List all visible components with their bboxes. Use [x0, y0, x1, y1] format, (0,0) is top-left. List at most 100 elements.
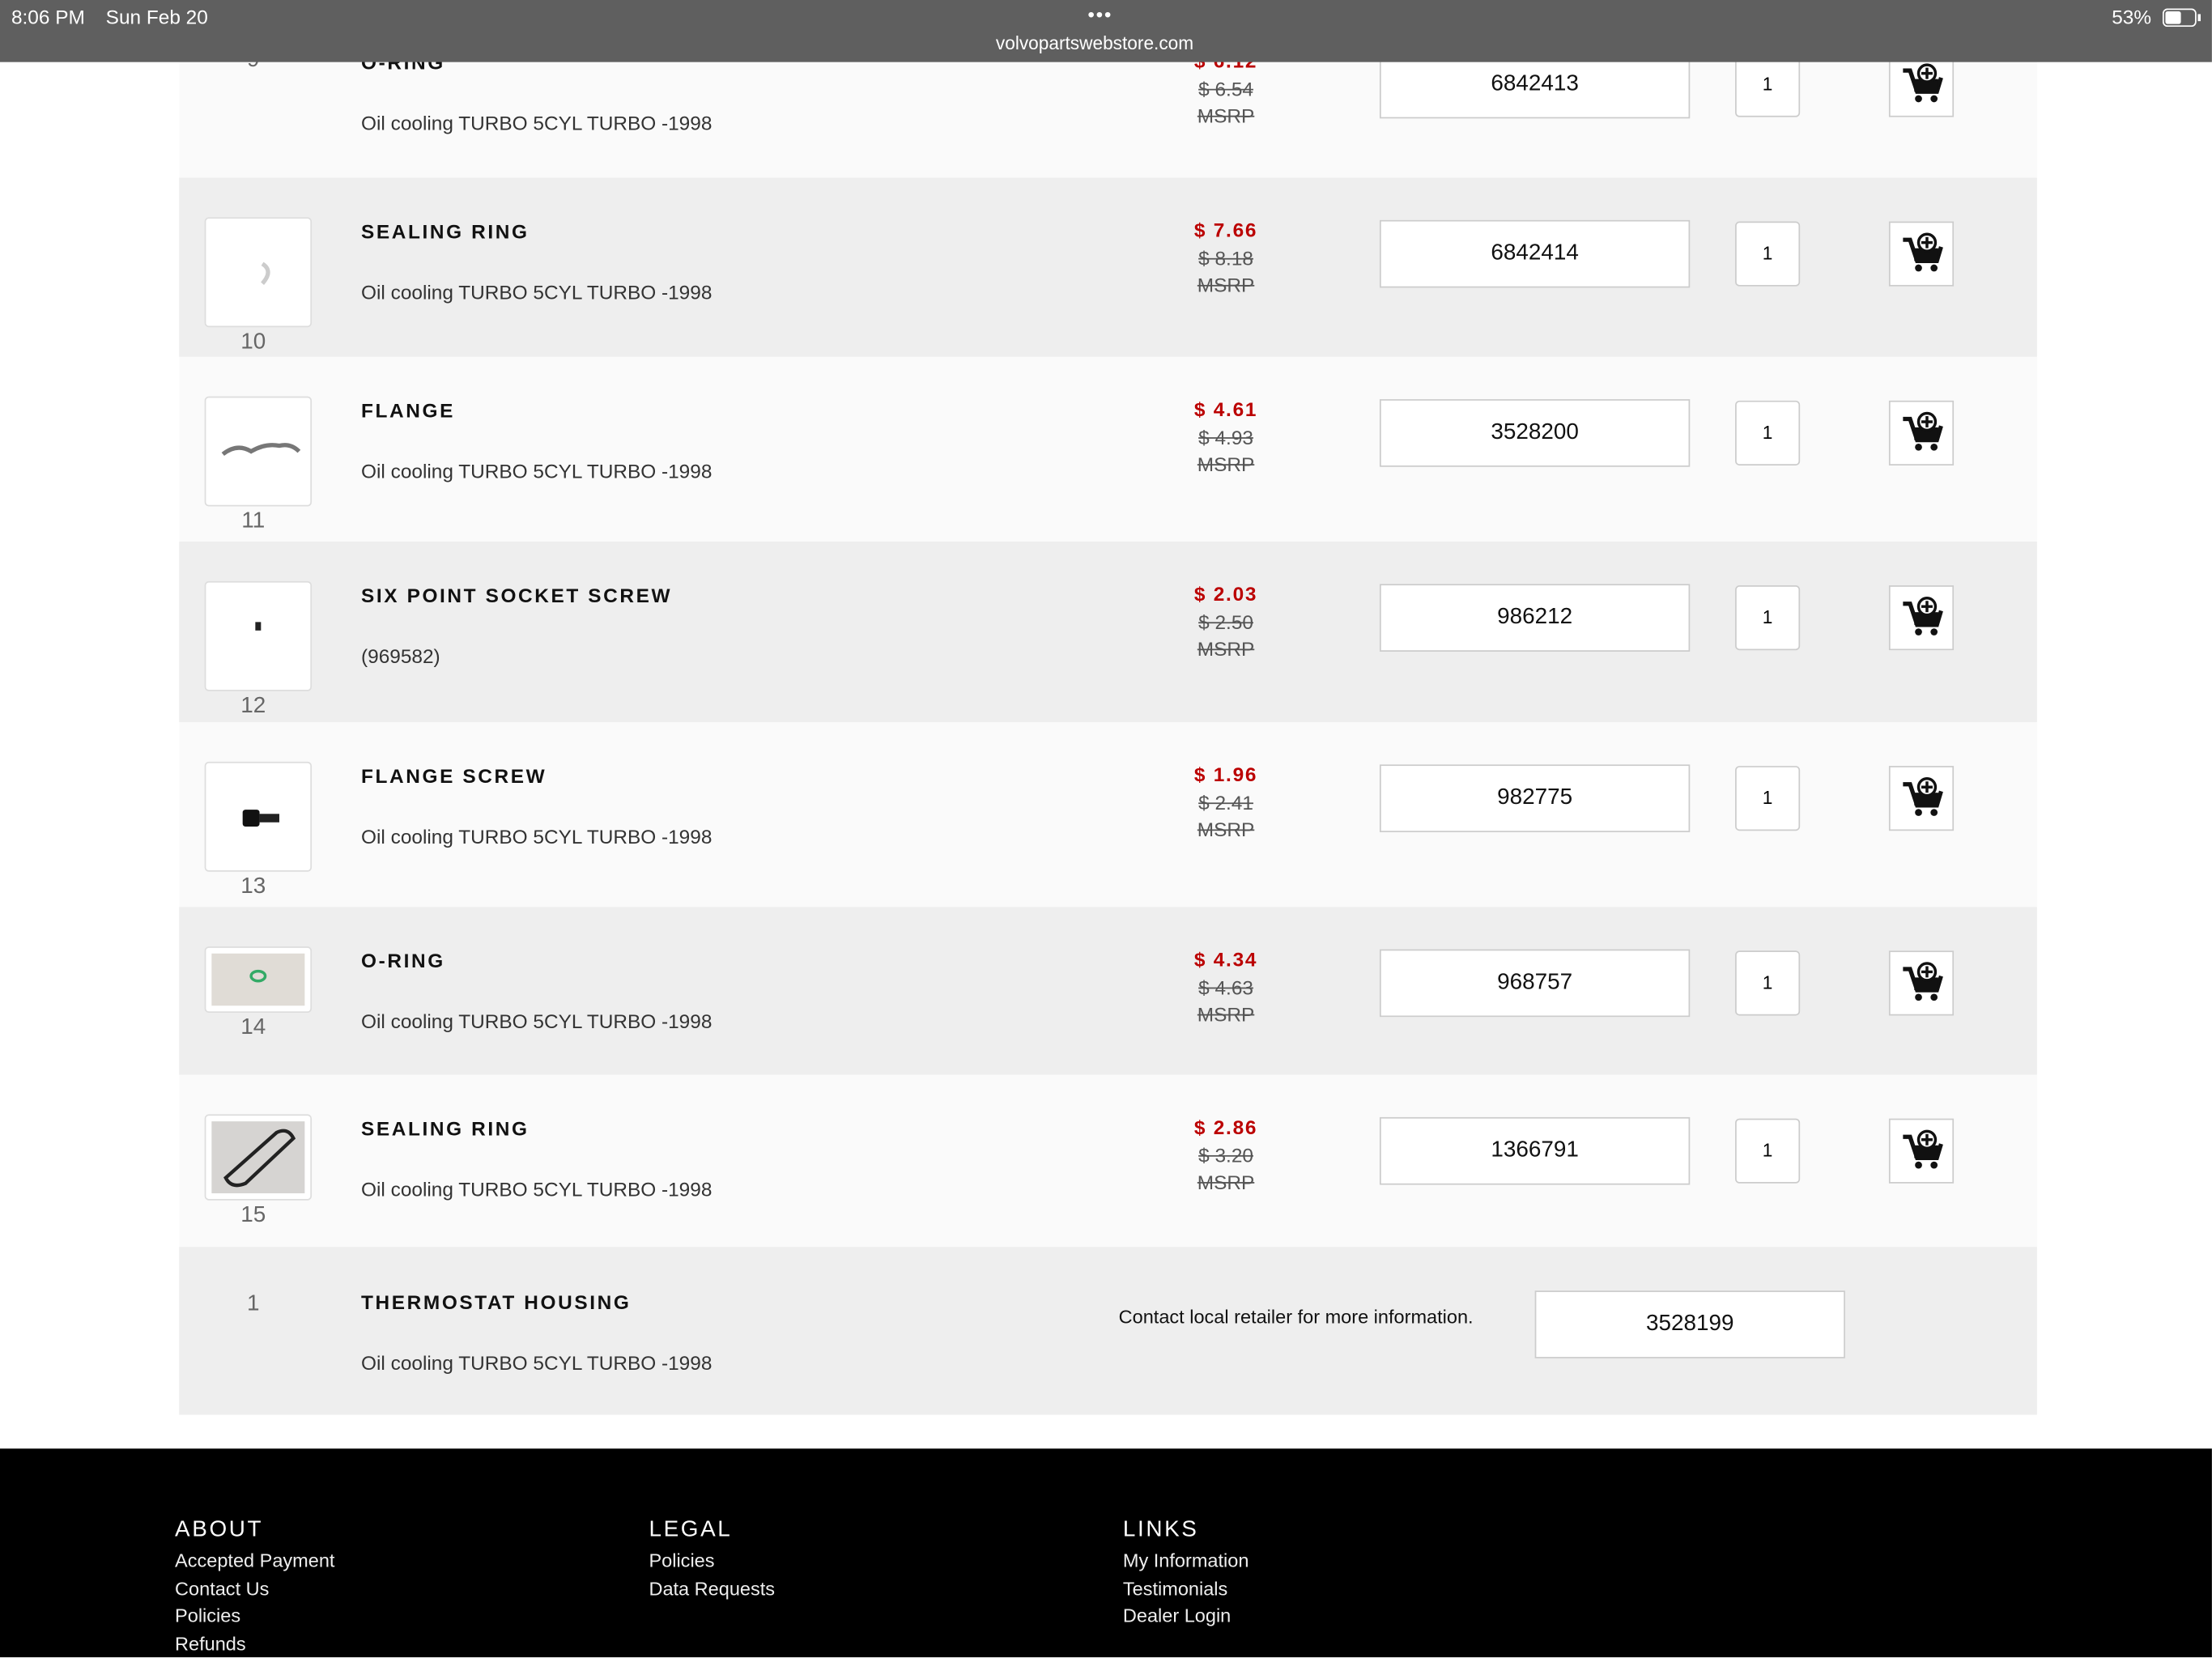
footer-link[interactable]: Contact Us — [175, 1577, 270, 1599]
diagram-index: 13 — [240, 874, 266, 899]
url[interactable]: volvopartswebstore.com — [995, 32, 1194, 54]
msrp-price: $ 4.93 — [1198, 425, 1253, 449]
part-name: SEALING RING — [361, 219, 530, 243]
msrp-price: $ 6.54 — [1198, 76, 1253, 100]
diagram-index: 10 — [240, 329, 266, 355]
part-name: SIX POINT SOCKET SCREW — [361, 584, 673, 607]
sale-price: $ 4.34 — [1193, 947, 1258, 971]
add-to-cart-button[interactable] — [1888, 1118, 1955, 1184]
footer-heading: LEGAL — [649, 1517, 733, 1542]
msrp-label: MSRP — [1197, 1002, 1255, 1026]
footer-link[interactable]: Testimonials — [1122, 1577, 1228, 1599]
part-thumbnail — [204, 761, 313, 872]
part-number-field[interactable]: 1366791 — [1379, 1116, 1691, 1185]
part-name: FLANGE SCREW — [361, 764, 547, 788]
part-description: Oil cooling TURBO 5CYL TURBO -1998 — [361, 459, 713, 483]
part-row: 12 SIX POINT SOCKET SCREW (969582) $ 2.03 $ … — [179, 542, 2037, 723]
quantity-field[interactable]: 1 — [1735, 52, 1801, 117]
add-to-cart-button[interactable] — [1888, 585, 1955, 651]
part-number-field[interactable]: 3528199 — [1534, 1290, 1845, 1358]
msrp-price: $ 2.41 — [1198, 790, 1253, 814]
part-number-field[interactable]: 6842414 — [1379, 219, 1691, 288]
battery-level: 53% — [2112, 5, 2152, 28]
footer-link[interactable]: Data Requests — [649, 1577, 776, 1599]
diagram-index: 15 — [240, 1203, 266, 1227]
part-name: FLANGE — [361, 399, 456, 422]
diagram-index: 14 — [240, 1015, 266, 1040]
part-row: 10 SEALING RING Oil cooling TURBO 5CYL TUR… — [179, 177, 2037, 357]
add-to-cart-button[interactable] — [1888, 950, 1955, 1016]
part-row: 13 FLANGE SCREW Oil cooling TURBO 5CYL TUR… — [179, 722, 2037, 908]
sale-price: $ 7.66 — [1193, 219, 1258, 241]
diagram-index: 11 — [241, 508, 266, 534]
part-number-field[interactable]: 968757 — [1379, 949, 1691, 1018]
msrp-price: $ 2.50 — [1198, 610, 1253, 633]
quantity-field[interactable]: 1 — [1735, 766, 1801, 831]
diagram-index: 12 — [240, 694, 266, 718]
msrp-label: MSRP — [1197, 637, 1255, 661]
part-description: Oil cooling TURBO 5CYL TURBO -1998 — [361, 825, 713, 848]
part-number-field[interactable]: 6842413 — [1379, 50, 1691, 119]
quantity-field[interactable]: 1 — [1735, 1118, 1801, 1184]
part-number-field[interactable]: 3528200 — [1379, 399, 1691, 467]
part-name: THERMOSTAT HOUSING — [361, 1290, 632, 1314]
sale-price: $ 2.03 — [1193, 582, 1258, 606]
sale-price: $ 4.61 — [1193, 397, 1258, 421]
part-row: 14 O-RING Oil cooling TURBO 5CYL TURBO -19… — [179, 907, 2037, 1075]
msrp-label: MSRP — [1197, 1171, 1255, 1193]
part-thumbnail — [204, 217, 313, 328]
part-description: Oil cooling TURBO 5CYL TURBO -1998 — [361, 111, 713, 134]
price-block: $ 2.86 $ 3.20 MSRP — [1155, 1114, 1296, 1197]
msrp-label: MSRP — [1197, 104, 1255, 127]
quantity-field[interactable]: 1 — [1735, 585, 1801, 651]
footer-link[interactable]: Accepted Payment — [175, 1550, 335, 1571]
time: 8:06 PM — [11, 5, 85, 28]
quantity-field[interactable]: 1 — [1735, 400, 1801, 466]
price-block: $ 2.03 $ 2.50 MSRP — [1155, 581, 1296, 664]
msrp-price: $ 3.20 — [1198, 1143, 1253, 1167]
add-to-cart-button[interactable] — [1888, 766, 1955, 831]
part-description: Oil cooling TURBO 5CYL TURBO -1998 — [361, 1177, 713, 1201]
part-number-field[interactable]: 982775 — [1379, 764, 1691, 832]
quantity-field[interactable]: 1 — [1735, 950, 1801, 1016]
price-block: $ 7.66 $ 8.18 MSRP — [1155, 217, 1296, 300]
diagram-index: 1 — [246, 1291, 260, 1316]
part-name: SEALING RING — [361, 1116, 530, 1140]
footer-link[interactable]: Policies — [649, 1550, 715, 1571]
sale-price: $ 2.86 — [1193, 1116, 1258, 1139]
footer-heading: LINKS — [1122, 1517, 1199, 1542]
part-row: 1 THERMOSTAT HOUSING Oil cooling TURBO 5CY… — [179, 1247, 2037, 1415]
part-description: Oil cooling TURBO 5CYL TURBO -1998 — [361, 1351, 713, 1375]
msrp-label: MSRP — [1197, 818, 1255, 841]
msrp-price: $ 4.63 — [1198, 975, 1253, 998]
battery-icon — [2162, 8, 2201, 28]
footer-heading: ABOUT — [175, 1517, 264, 1542]
part-thumbnail — [204, 1114, 313, 1201]
part-description: (969582) — [361, 644, 440, 668]
price-block: $ 1.96 $ 2.41 MSRP — [1155, 762, 1296, 844]
msrp-label: MSRP — [1197, 453, 1255, 476]
availability-notice: Contact local retailer for more informat… — [1118, 1306, 1474, 1328]
part-thumbnail — [204, 396, 313, 507]
footer-link[interactable]: My Information — [1122, 1550, 1249, 1571]
part-description: Oil cooling TURBO 5CYL TURBO -1998 — [361, 280, 713, 304]
tab-dots: ••• — [1087, 2, 1113, 26]
footer-link[interactable]: Refunds — [175, 1632, 246, 1654]
sale-price: $ 1.96 — [1193, 763, 1258, 786]
part-row: 15 SEALING RING Oil cooling TURBO 5CYL TUR… — [179, 1074, 2037, 1248]
date: Sun Feb 20 — [105, 5, 208, 28]
msrp-label: MSRP — [1197, 274, 1255, 296]
add-to-cart-button[interactable] — [1888, 400, 1955, 466]
part-description: Oil cooling TURBO 5CYL TURBO -1998 — [361, 1010, 713, 1033]
quantity-field[interactable]: 1 — [1735, 221, 1801, 287]
status-bar: 8:06 PM Sun Feb 20 ••• volvopartswebstor… — [0, 0, 2212, 62]
footer: ABOUT Accepted Payment Contact Us Policies R… — [0, 1448, 2212, 1658]
part-row: 11 FLANGE Oil cooling TURBO 5CYL TURBO -19… — [179, 356, 2037, 542]
add-to-cart-button[interactable] — [1888, 52, 1955, 117]
footer-link[interactable]: Dealer Login — [1122, 1605, 1231, 1626]
footer-link[interactable]: Policies — [175, 1605, 241, 1626]
add-to-cart-button[interactable] — [1888, 221, 1955, 287]
part-number-field[interactable]: 986212 — [1379, 584, 1691, 652]
